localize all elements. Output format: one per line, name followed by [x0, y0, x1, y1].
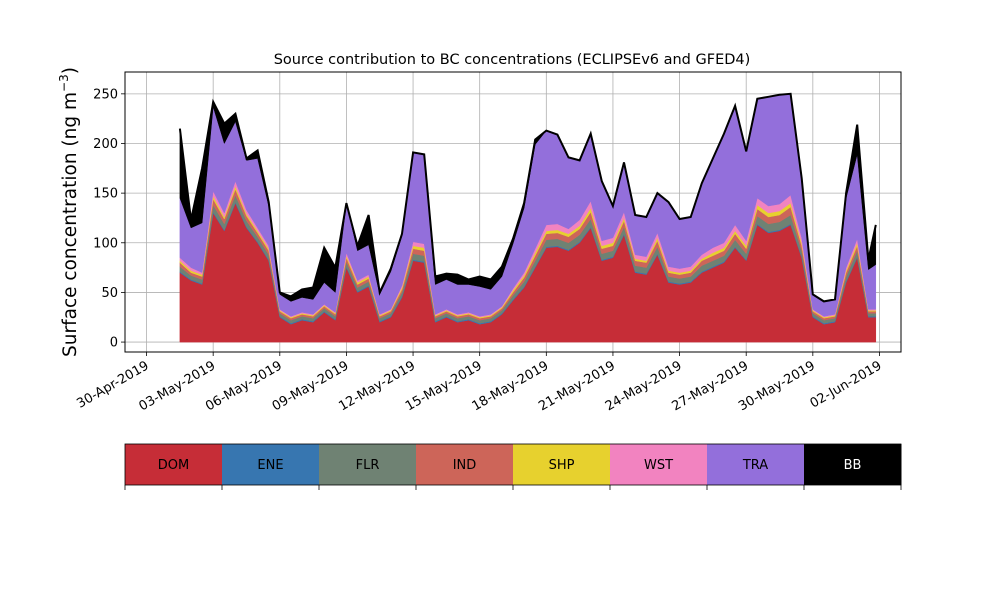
legend-label-bb: BB: [844, 458, 862, 473]
legend-swatch-ene: [222, 444, 320, 485]
legend-colorbar: DOM ENE FLR IND SHP WST TRA BB: [124, 443, 902, 490]
plot-area: [124, 71, 902, 353]
legend-swatch-ind: [416, 444, 514, 485]
x-axis: 30-Apr-201903-May-201906-May-201909-May-…: [74, 352, 884, 414]
legend-label-flr: FLR: [356, 458, 380, 473]
legend-swatch-bb: [804, 444, 902, 485]
legend-swatch-shp: [513, 444, 611, 485]
y-tick-label: 50: [101, 286, 118, 301]
chart-title: Source contribution to BC concentrations…: [274, 52, 751, 68]
y-tick-label: 0: [110, 336, 118, 351]
legend-label-dom: DOM: [158, 458, 189, 473]
y-tick-label: 250: [93, 87, 118, 102]
stacked-areas: [179, 93, 877, 343]
legend-swatch-flr: [319, 444, 417, 485]
legend-label-shp: SHP: [549, 458, 575, 473]
y-axis-label-close: ): [60, 67, 81, 74]
legend-swatch-dom: [125, 444, 223, 485]
legend-label-ind: IND: [453, 458, 477, 473]
x-tick-label: 02-Jun-2019: [808, 358, 885, 411]
plot-frame: [124, 71, 902, 353]
legend-swatch-wst: [610, 444, 708, 485]
y-tick-label: 200: [93, 137, 118, 152]
legend-label-tra: TRA: [742, 458, 768, 473]
y-axis-label-main: Surface concentration (ng m: [60, 92, 81, 357]
legend-swatch-tra: [707, 444, 805, 485]
y-axis: 0 50 100 150 200 250: [93, 87, 125, 351]
legend-label-wst: WST: [644, 458, 673, 473]
legend-label-ene: ENE: [257, 458, 283, 473]
y-axis-label-superscript: −3: [57, 74, 71, 92]
y-tick-label: 150: [93, 187, 118, 202]
y-axis-label: Surface concentration (ng m−3): [57, 67, 81, 357]
total-line: [178, 92, 877, 303]
y-tick-label: 100: [93, 236, 118, 251]
total-outline: [178, 92, 877, 303]
